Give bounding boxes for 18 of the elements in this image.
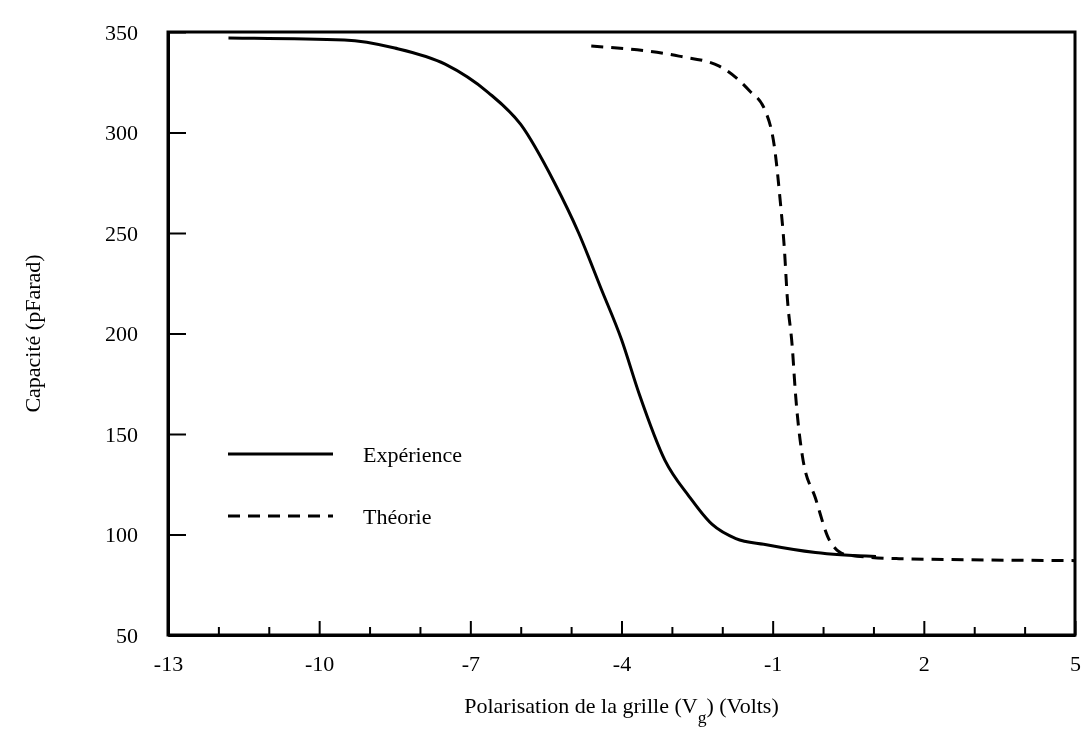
- y-tick-label: 50: [116, 622, 138, 648]
- legend-label: Expérience: [363, 441, 462, 467]
- y-tick-label: 350: [105, 19, 138, 45]
- y-tick-label: 300: [105, 120, 138, 146]
- y-tick-label: 250: [105, 220, 138, 246]
- y-tick-label: 100: [105, 522, 138, 548]
- y-tick-label: 200: [105, 321, 138, 347]
- x-tick-label: 5: [1070, 650, 1081, 676]
- x-axis-title: Polarisation de la grille (V$_{g}$) (Volts): [464, 693, 779, 727]
- x-tick-label: 2: [918, 650, 930, 676]
- y-tick-label: 150: [105, 421, 138, 447]
- x-tick-label: -1: [764, 650, 783, 676]
- y-axis-title: Capacité (pFarad): [20, 254, 45, 413]
- x-tick-label: -10: [305, 650, 335, 676]
- x-tick-label: -13: [153, 650, 184, 676]
- legend-label: Théorie: [363, 503, 432, 529]
- x-tick-label: -4: [612, 650, 632, 676]
- x-tick-label: -7: [461, 650, 480, 676]
